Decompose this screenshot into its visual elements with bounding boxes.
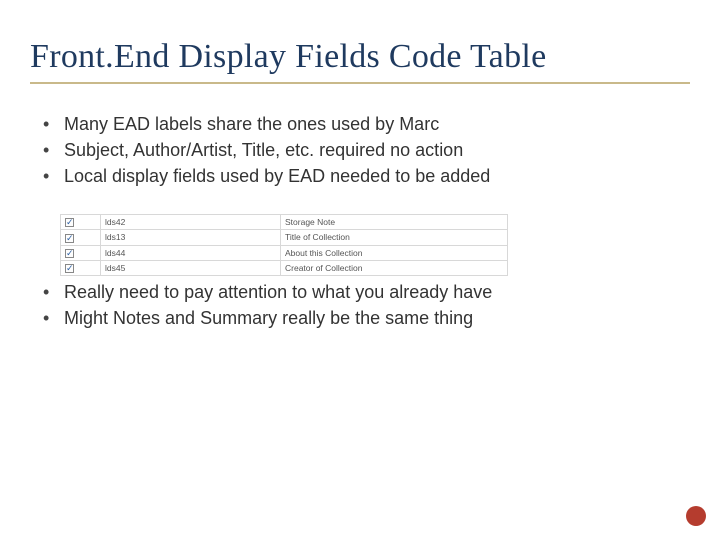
bullet-dot-icon: • <box>40 306 64 330</box>
bullet-item: • Might Notes and Summary really be the … <box>40 306 690 330</box>
bullet-item: • Local display fields used by EAD neede… <box>40 164 690 188</box>
bullet-text: Might Notes and Summary really be the sa… <box>64 306 473 330</box>
code-cell: lds13 <box>101 230 281 245</box>
checkbox-icon <box>65 249 74 258</box>
bullets-top: • Many EAD labels share the ones used by… <box>40 112 690 188</box>
table-row: lds13 Title of Collection <box>61 230 508 245</box>
checkbox-cell[interactable] <box>61 260 101 275</box>
bullet-text: Really need to pay attention to what you… <box>64 280 492 304</box>
table-row: lds44 About this Collection <box>61 245 508 260</box>
checkbox-icon <box>65 218 74 227</box>
bullet-dot-icon: • <box>40 280 64 304</box>
code-cell: lds44 <box>101 245 281 260</box>
label-cell: Storage Note <box>281 215 508 230</box>
checkbox-cell[interactable] <box>61 245 101 260</box>
label-cell: Creator of Collection <box>281 260 508 275</box>
slide: Front.End Display Fields Code Table • Ma… <box>0 0 720 540</box>
slide-title: Front.End Display Fields Code Table <box>30 38 690 84</box>
checkbox-icon <box>65 234 74 243</box>
code-cell: lds45 <box>101 260 281 275</box>
bullet-text: Local display fields used by EAD needed … <box>64 164 490 188</box>
bullet-text: Subject, Author/Artist, Title, etc. requ… <box>64 138 463 162</box>
code-cell: lds42 <box>101 215 281 230</box>
table-row: lds42 Storage Note <box>61 215 508 230</box>
accent-dot-icon <box>686 506 706 526</box>
bullet-item: • Many EAD labels share the ones used by… <box>40 112 690 136</box>
bullets-bottom: • Really need to pay attention to what y… <box>40 280 690 330</box>
bullet-dot-icon: • <box>40 164 64 188</box>
checkbox-cell[interactable] <box>61 230 101 245</box>
label-cell: About this Collection <box>281 245 508 260</box>
bullet-item: • Subject, Author/Artist, Title, etc. re… <box>40 138 690 162</box>
checkbox-cell[interactable] <box>61 215 101 230</box>
bullet-dot-icon: • <box>40 138 64 162</box>
bullet-dot-icon: • <box>40 112 64 136</box>
table-row: lds45 Creator of Collection <box>61 260 508 275</box>
label-cell: Title of Collection <box>281 230 508 245</box>
bullet-text: Many EAD labels share the ones used by M… <box>64 112 439 136</box>
codes-table: lds42 Storage Note lds13 Title of Collec… <box>60 214 508 276</box>
checkbox-icon <box>65 264 74 273</box>
bullet-item: • Really need to pay attention to what y… <box>40 280 690 304</box>
